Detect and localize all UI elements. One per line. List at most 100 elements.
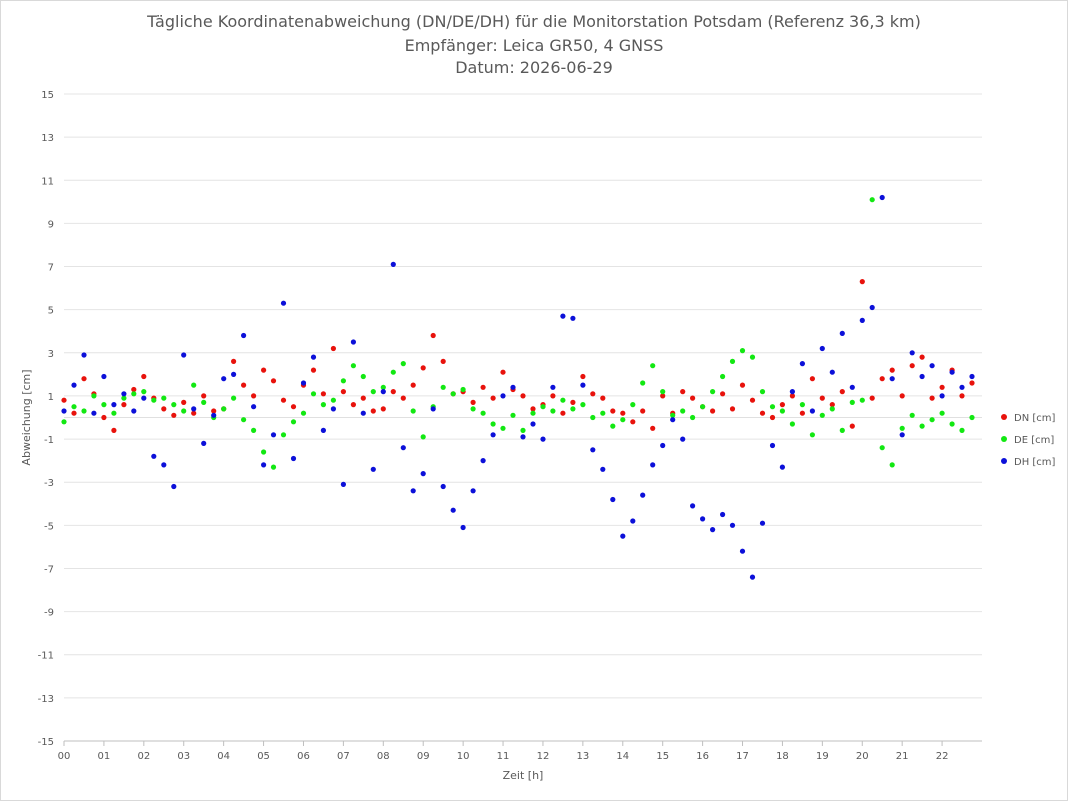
- data-point: [769, 442, 776, 449]
- data-point: [630, 419, 636, 425]
- data-point: [680, 408, 686, 414]
- data-point: [91, 393, 97, 399]
- data-point: [600, 466, 606, 472]
- data-point: [640, 408, 646, 414]
- data-point: [330, 397, 336, 403]
- data-point: [939, 384, 945, 390]
- data-points: [61, 194, 975, 580]
- x-tick-label: 10: [457, 751, 470, 762]
- y-tick-label: 3: [48, 349, 54, 360]
- data-point: [759, 410, 766, 416]
- x-tick-label: 21: [896, 751, 909, 762]
- data-point: [251, 393, 257, 399]
- data-point: [430, 332, 436, 339]
- data-point: [889, 376, 895, 382]
- data-point: [121, 395, 127, 401]
- data-point: [290, 455, 297, 462]
- data-point: [530, 406, 536, 412]
- data-point: [560, 410, 566, 416]
- data-point: [899, 425, 905, 431]
- data-point: [280, 397, 287, 403]
- data-point: [789, 389, 796, 395]
- legend: DN [cm] DE [cm] DH [cm]: [1001, 413, 1056, 468]
- data-point: [720, 391, 726, 397]
- data-point: [540, 404, 546, 410]
- data-point: [680, 389, 686, 395]
- x-tick-label: 01: [98, 751, 111, 762]
- x-tick-label: 02: [137, 751, 150, 762]
- data-point: [450, 391, 456, 397]
- data-point: [809, 376, 816, 382]
- data-point: [839, 389, 845, 395]
- x-tick-label: 07: [337, 751, 350, 762]
- data-point: [470, 399, 476, 405]
- data-point: [91, 410, 97, 416]
- data-point: [600, 395, 606, 401]
- data-point: [201, 393, 207, 399]
- data-point: [560, 397, 566, 403]
- legend-entry: DN [cm]: [1014, 413, 1056, 424]
- data-point: [670, 417, 676, 423]
- data-point: [949, 369, 955, 375]
- data-point: [899, 432, 905, 438]
- data-point: [420, 471, 426, 477]
- data-point: [869, 197, 875, 203]
- data-point: [231, 358, 237, 364]
- legend-entry: DH [cm]: [1014, 457, 1056, 468]
- data-point: [111, 402, 117, 408]
- data-point: [610, 408, 616, 414]
- x-tick-label: 18: [776, 751, 789, 762]
- x-axis-ticks: 00 01 02 03 04 05 06 07 08 09 10 11 12 13 14 15 16 17 18 19…: [58, 741, 948, 762]
- data-point: [131, 408, 137, 414]
- series-1: [61, 197, 975, 470]
- data-point: [510, 412, 516, 418]
- data-point: [151, 397, 157, 403]
- x-tick-label: 13: [577, 751, 590, 762]
- data-point: [370, 408, 376, 414]
- data-point: [500, 393, 506, 399]
- data-point: [241, 417, 247, 423]
- data-point: [81, 408, 87, 414]
- y-tick-label: -15: [38, 737, 54, 748]
- data-point: [171, 483, 177, 490]
- data-point: [171, 402, 177, 408]
- data-point: [650, 425, 656, 431]
- data-point: [111, 427, 117, 433]
- x-tick-label: 16: [696, 751, 709, 762]
- data-point: [390, 389, 396, 395]
- data-point: [141, 389, 147, 395]
- data-point: [779, 408, 786, 414]
- data-point: [690, 395, 696, 401]
- data-point: [620, 410, 626, 416]
- data-point: [909, 412, 915, 418]
- data-point: [630, 518, 636, 524]
- data-point: [889, 367, 895, 373]
- data-point: [251, 427, 257, 433]
- data-point: [540, 436, 546, 442]
- data-point: [969, 414, 975, 421]
- data-point: [520, 393, 526, 399]
- data-point: [390, 261, 396, 267]
- data-point: [470, 488, 476, 494]
- data-point: [310, 367, 317, 373]
- data-point: [101, 402, 107, 408]
- data-point: [320, 391, 326, 397]
- data-point: [470, 406, 476, 412]
- data-point: [919, 354, 925, 360]
- data-point: [899, 393, 905, 399]
- data-point: [919, 373, 925, 380]
- data-point: [71, 410, 77, 416]
- data-point: [919, 423, 925, 429]
- data-point: [480, 458, 486, 464]
- x-tick-label: 00: [58, 751, 71, 762]
- data-point: [270, 378, 277, 384]
- data-point: [799, 402, 806, 408]
- data-point: [290, 419, 297, 425]
- data-point: [590, 391, 596, 397]
- data-point: [560, 313, 566, 319]
- data-point: [809, 432, 816, 438]
- data-point: [580, 402, 586, 408]
- data-point: [370, 389, 376, 395]
- data-point: [131, 386, 137, 393]
- y-tick-label: -5: [44, 521, 54, 532]
